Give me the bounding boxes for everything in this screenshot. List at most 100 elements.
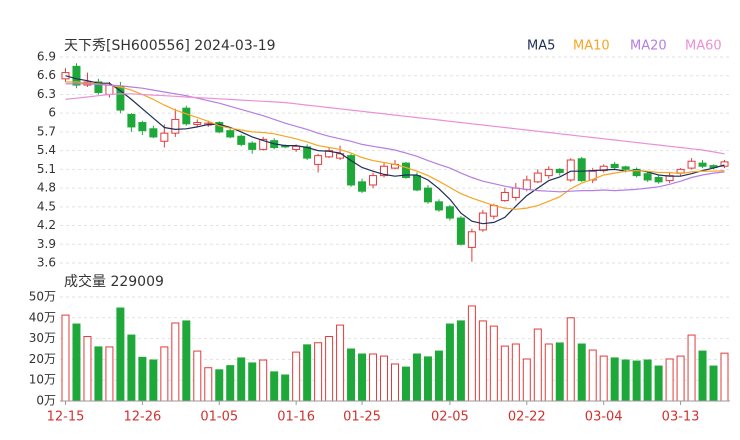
- volume-bar: [215, 369, 224, 402]
- candle-body: [643, 173, 652, 181]
- x-tick-label: 03-13: [662, 410, 700, 425]
- candle-body: [401, 162, 410, 178]
- volume-bar: [445, 323, 454, 402]
- volume-bar: [347, 348, 356, 402]
- candle-body: [467, 231, 476, 248]
- candle-body: [259, 138, 268, 150]
- candle-body: [522, 179, 531, 190]
- y-tick-label: 20万: [29, 352, 56, 366]
- y-tick-label: 4.2: [37, 218, 56, 232]
- candle-body: [621, 166, 630, 170]
- x-tick-label: 12-15: [47, 410, 85, 425]
- volume-bar: [193, 350, 202, 402]
- candle-body: [610, 163, 619, 168]
- x-tick-label: 02-22: [508, 410, 546, 425]
- volume-bar: [237, 357, 246, 402]
- volume-bar: [336, 324, 345, 402]
- candle-body: [445, 206, 454, 219]
- candle-body: [720, 161, 729, 167]
- legend-entry: MA5: [527, 39, 555, 54]
- volume-bar: [303, 344, 312, 402]
- volume-bar: [325, 336, 334, 402]
- candle-body: [193, 122, 202, 125]
- x-tick-label: 02-05: [431, 410, 469, 425]
- volume-bar: [544, 343, 553, 402]
- y-tick-label: 4.8: [37, 181, 56, 195]
- candle-body: [105, 84, 114, 95]
- volume-bar: [423, 356, 432, 402]
- candle-body: [358, 181, 367, 192]
- candle-body: [369, 175, 378, 186]
- candle-body: [533, 172, 542, 183]
- volume-bar: [391, 363, 399, 402]
- candle-body: [500, 191, 509, 202]
- volume-bar: [566, 317, 575, 402]
- candle-body: [149, 128, 158, 138]
- candle-body: [698, 162, 707, 167]
- candle-body: [412, 175, 421, 191]
- candle-body: [555, 168, 564, 173]
- y-tick-label: 3.6: [37, 256, 56, 270]
- volume-bar: [127, 334, 136, 402]
- volume-bar: [643, 359, 652, 402]
- ma-line: [65, 93, 725, 155]
- volume-bar: [226, 365, 235, 402]
- volume-bar: [698, 350, 707, 402]
- volume-bar: [204, 367, 213, 402]
- volume-bar: [654, 365, 663, 402]
- candle-body: [478, 212, 487, 231]
- volume-bar: [270, 371, 279, 402]
- candle-body: [599, 165, 608, 172]
- candle-body: [292, 145, 301, 150]
- x-tick-label: 01-16: [277, 410, 315, 425]
- volume-bar: [259, 359, 268, 402]
- y-tick-label: 30万: [29, 331, 56, 345]
- y-tick-label: 6.6: [37, 68, 56, 82]
- y-tick-label: 4.5: [37, 199, 56, 213]
- volume-bar: [149, 359, 158, 402]
- volume-bar: [489, 325, 498, 402]
- candle-body: [423, 187, 432, 203]
- legend-entry: MA10: [573, 39, 610, 54]
- volume-bar: [467, 305, 476, 402]
- volume-bar: [577, 343, 586, 402]
- candle-body: [654, 176, 663, 183]
- volume-bar: [248, 362, 257, 402]
- volume-bar: [61, 314, 70, 402]
- y-tick-label: 6: [48, 106, 56, 120]
- chart-title: 成交量 229009: [64, 273, 164, 290]
- volume-bar: [511, 343, 520, 402]
- candle-body: [577, 158, 586, 182]
- candle-body: [325, 150, 334, 158]
- volume-bar: [500, 345, 509, 402]
- y-tick-label: 6.9: [37, 50, 56, 64]
- volume-bar: [676, 355, 685, 402]
- candle-body: [511, 187, 520, 198]
- volume-bar: [160, 346, 169, 402]
- candle-body: [347, 155, 356, 186]
- volume-bar: [456, 320, 465, 402]
- volume-bar: [478, 320, 487, 402]
- volume-bar: [182, 320, 191, 402]
- candle-body: [434, 201, 443, 211]
- volume-bar: [369, 353, 378, 402]
- legend-entry: MA20: [630, 39, 667, 54]
- legend-entry: MA60: [685, 39, 722, 54]
- ma-line: [65, 75, 725, 225]
- candle-body: [72, 65, 81, 86]
- ma-line: [65, 81, 725, 210]
- candle-body: [127, 113, 136, 128]
- y-tick-label: 0万: [36, 394, 56, 408]
- volume-bar: [314, 342, 323, 402]
- candle-body: [544, 168, 553, 177]
- chart-title: 天下秀[SH600556] 2024-03-19: [64, 38, 276, 54]
- candle-body: [237, 135, 246, 145]
- candle-body: [566, 159, 575, 181]
- volume-bar: [709, 365, 718, 402]
- y-tick-label: 10万: [29, 373, 56, 387]
- y-tick-label: 5.1: [37, 162, 56, 176]
- y-tick-label: 3.9: [37, 237, 56, 251]
- volume-bar: [522, 358, 531, 402]
- volume-bar: [94, 346, 103, 402]
